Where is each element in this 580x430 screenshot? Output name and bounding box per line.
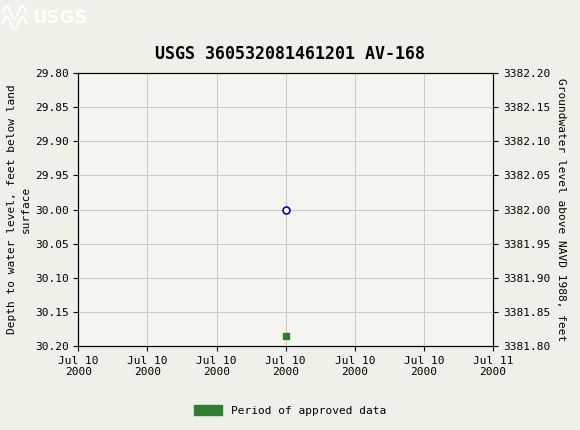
Text: USGS: USGS: [32, 9, 87, 27]
Text: USGS 360532081461201 AV-168: USGS 360532081461201 AV-168: [155, 45, 425, 63]
Y-axis label: Depth to water level, feet below land
surface: Depth to water level, feet below land su…: [6, 85, 31, 335]
Legend: Period of approved data: Period of approved data: [190, 400, 390, 420]
Y-axis label: Groundwater level above NAVD 1988, feet: Groundwater level above NAVD 1988, feet: [556, 78, 566, 341]
